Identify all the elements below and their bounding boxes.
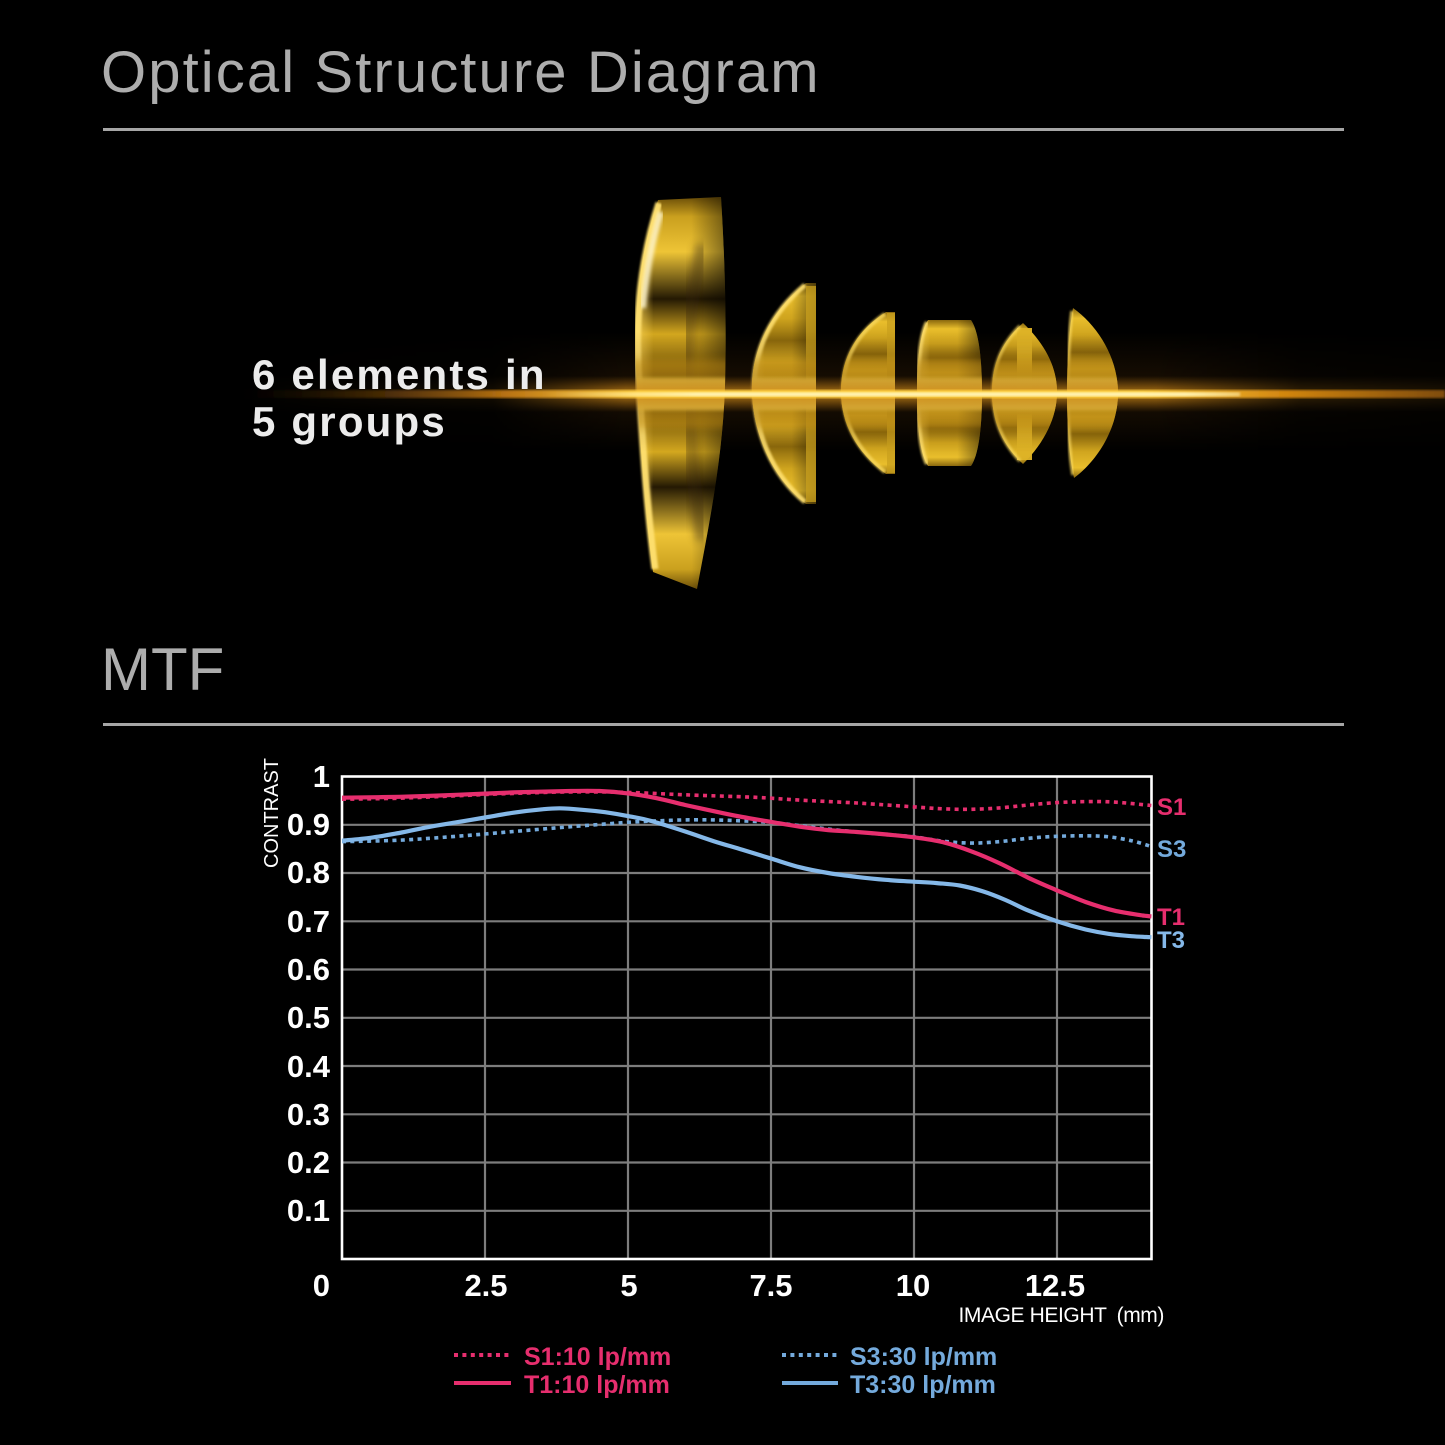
svg-text:5: 5	[620, 1268, 637, 1303]
svg-text:0.6: 0.6	[287, 952, 330, 987]
svg-text:6 elements in: 6 elements in	[252, 351, 547, 398]
svg-text:CONTRAST: CONTRAST	[261, 758, 283, 868]
svg-text:2.5: 2.5	[464, 1268, 507, 1303]
svg-text:T3: T3	[1157, 927, 1185, 954]
svg-text:1: 1	[313, 759, 330, 794]
svg-text:S1:10 lp/mm: S1:10 lp/mm	[524, 1343, 671, 1371]
svg-text:0.3: 0.3	[287, 1097, 330, 1132]
svg-text:0.1: 0.1	[287, 1193, 330, 1228]
svg-text:T1: T1	[1157, 904, 1185, 931]
svg-text:0.9: 0.9	[287, 807, 330, 842]
svg-text:10: 10	[896, 1268, 930, 1303]
svg-text:S3:30 lp/mm: S3:30 lp/mm	[850, 1343, 997, 1371]
svg-text:S1: S1	[1157, 794, 1186, 821]
svg-text:IMAGE HEIGHT (mm): IMAGE HEIGHT (mm)	[958, 1304, 1164, 1327]
svg-text:T1:10 lp/mm: T1:10 lp/mm	[524, 1371, 670, 1399]
svg-text:0: 0	[313, 1268, 330, 1303]
svg-text:T3:30 lp/mm: T3:30 lp/mm	[850, 1371, 996, 1399]
svg-text:0.2: 0.2	[287, 1145, 330, 1180]
svg-text:0.8: 0.8	[287, 855, 330, 890]
svg-text:S3: S3	[1157, 836, 1186, 863]
svg-text:7.5: 7.5	[749, 1268, 792, 1303]
svg-text:12.5: 12.5	[1025, 1268, 1085, 1303]
svg-text:0.5: 0.5	[287, 1000, 330, 1035]
svg-text:0.4: 0.4	[287, 1049, 331, 1084]
svg-text:0.7: 0.7	[287, 904, 330, 939]
svg-text:5 groups: 5 groups	[252, 398, 447, 445]
